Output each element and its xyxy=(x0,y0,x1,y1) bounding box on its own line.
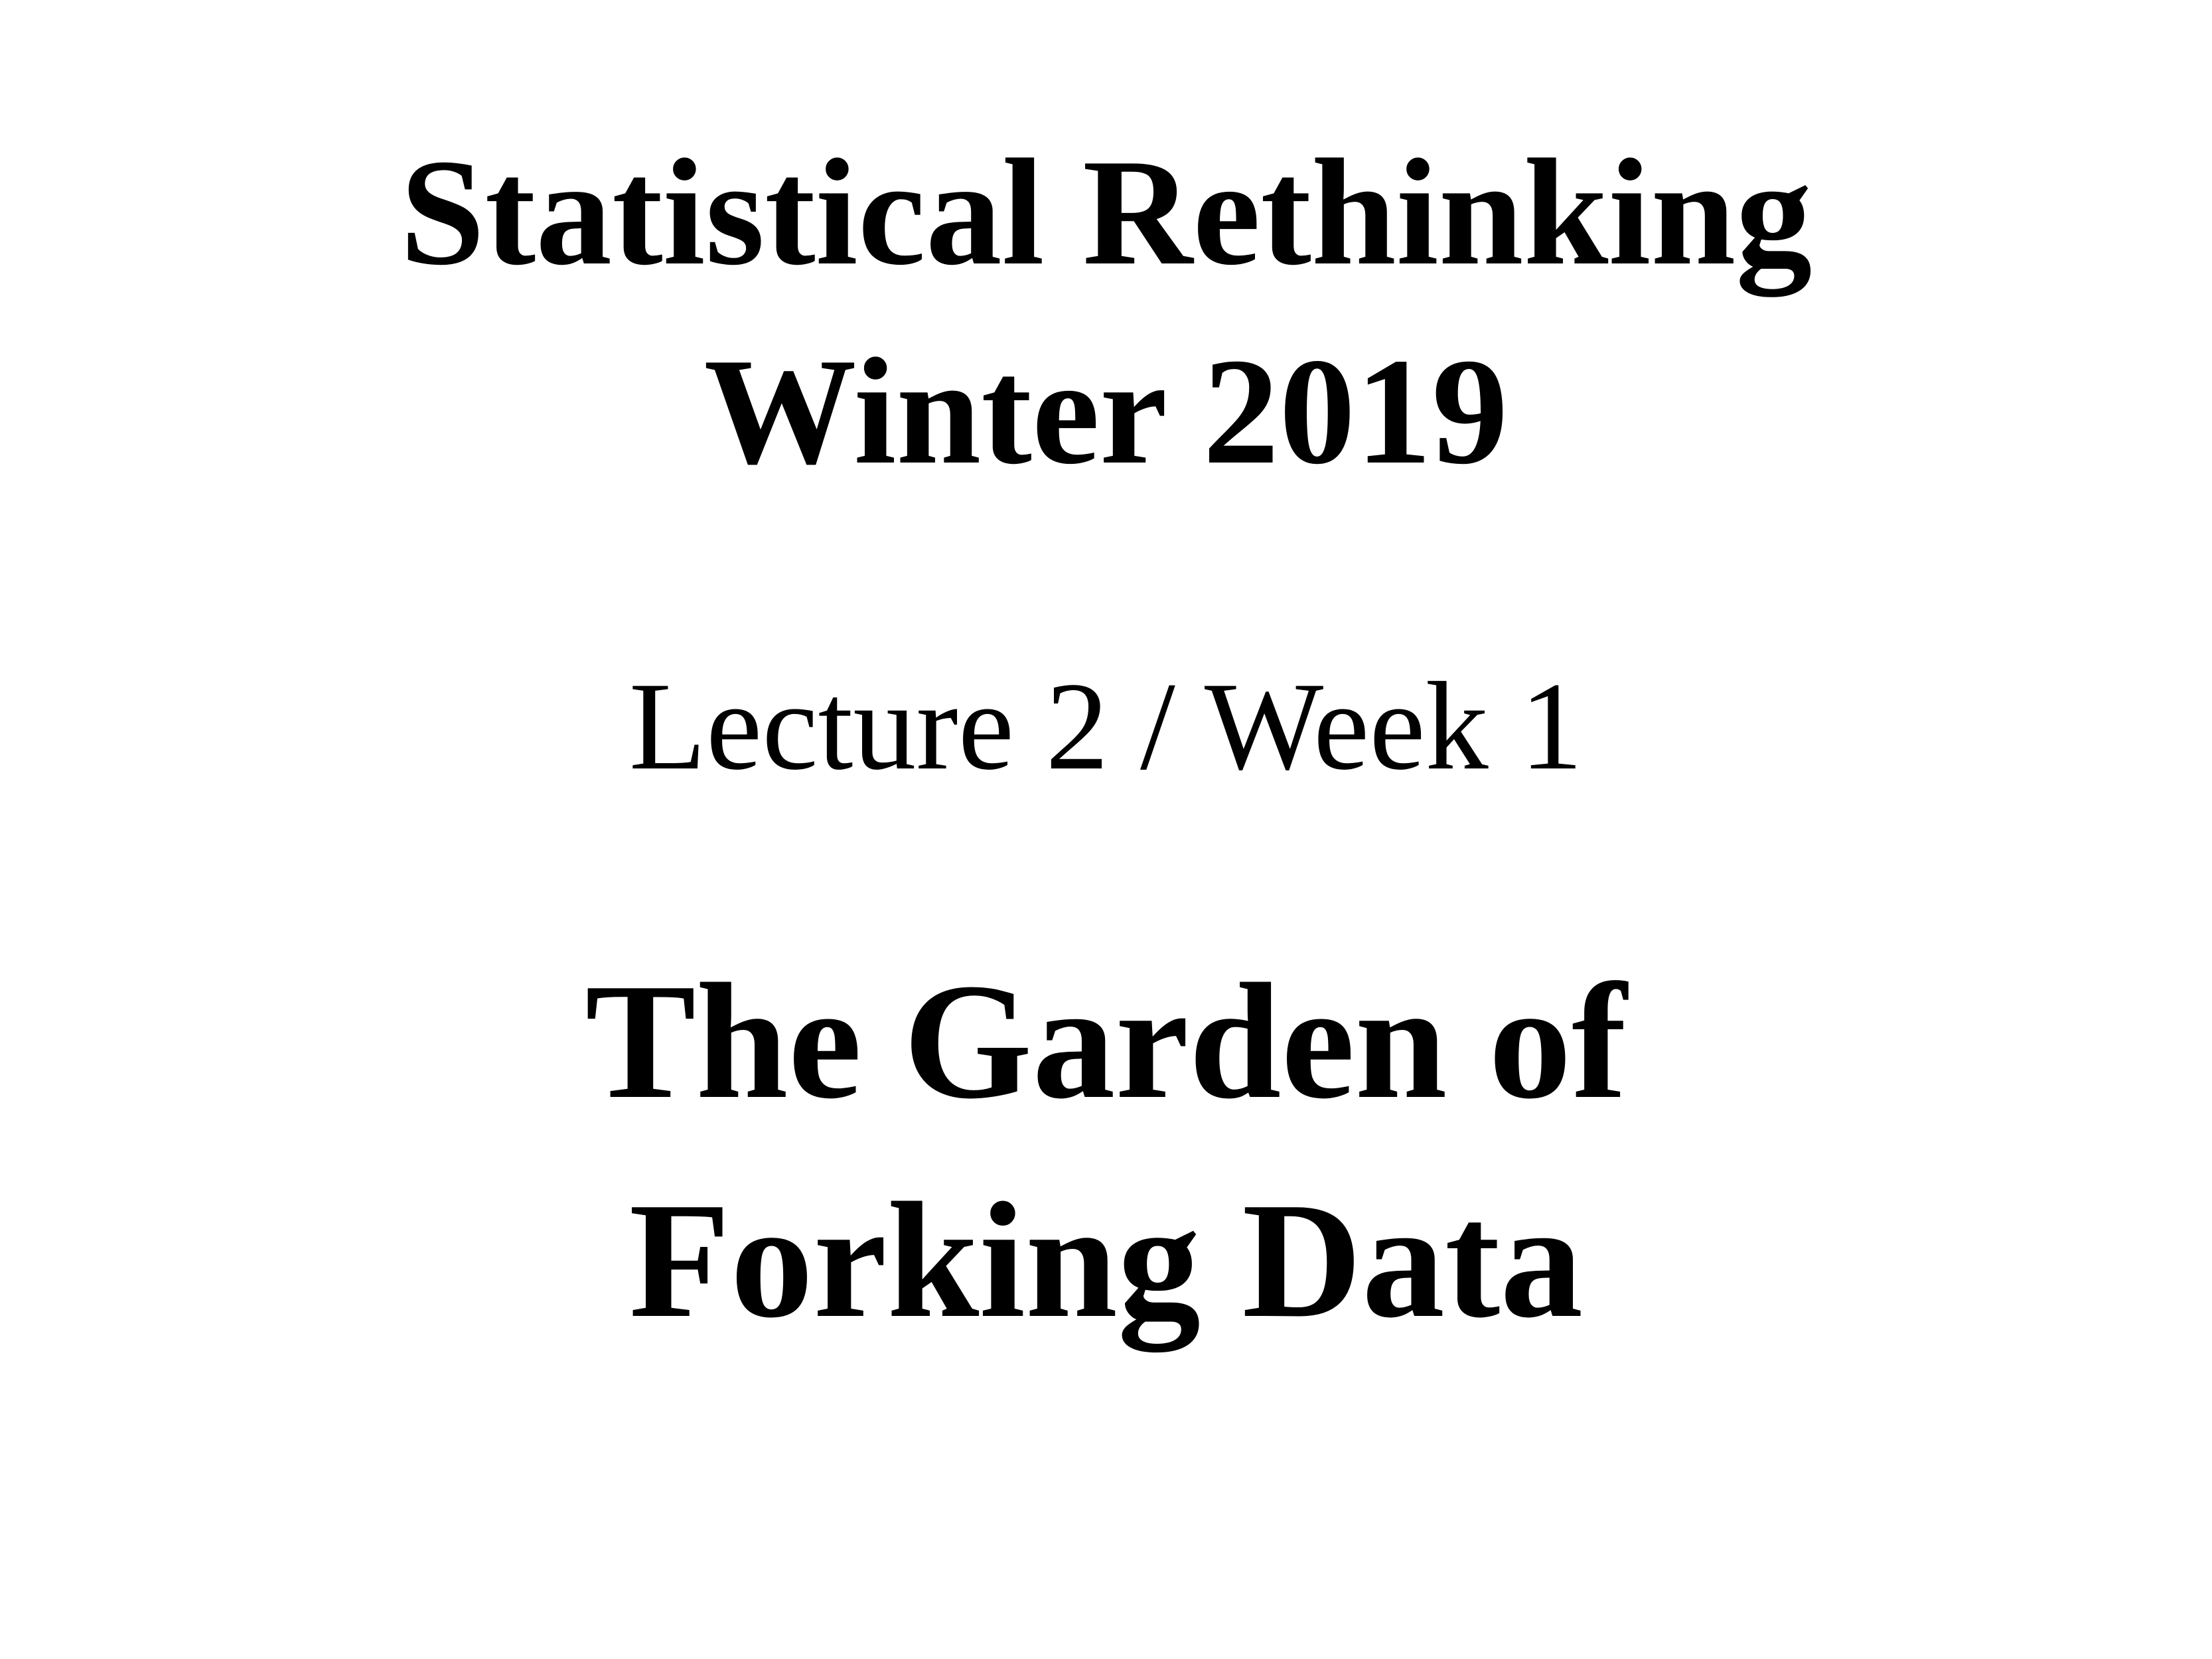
lecture-number: Lecture 2 / Week 1 xyxy=(628,657,1584,796)
talk-title-line-2: Forking Data xyxy=(628,1169,1584,1352)
course-title: Statistical Rethinking xyxy=(400,127,1812,297)
talk-title-line-1: The Garden of xyxy=(585,950,1627,1133)
course-term: Winter 2019 xyxy=(703,326,1509,496)
